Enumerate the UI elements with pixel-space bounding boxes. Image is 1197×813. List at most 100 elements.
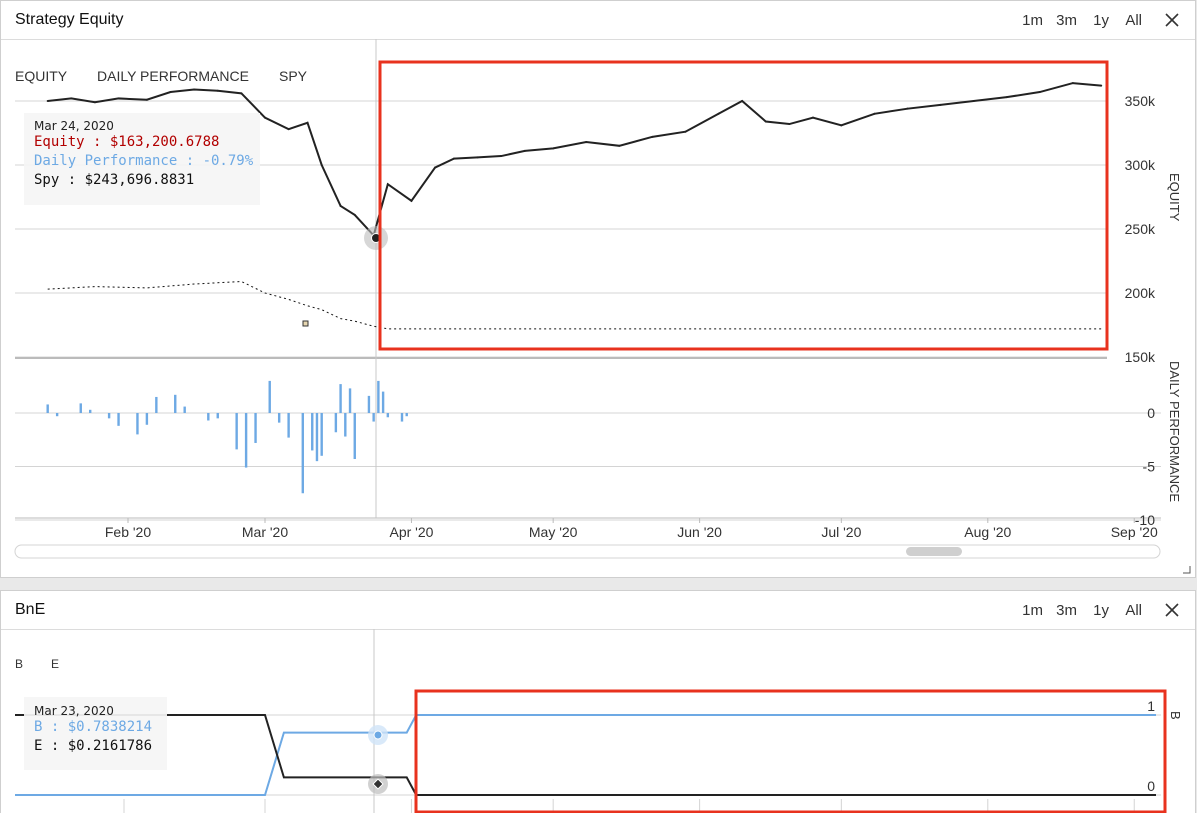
equity-point <box>684 130 687 133</box>
daily-performance-bar <box>277 413 281 423</box>
daily-performance-bar <box>339 384 342 413</box>
range-3m-button[interactable]: 3m <box>1056 602 1077 619</box>
equity-point <box>434 166 437 169</box>
series-equity <box>47 82 1102 238</box>
equity-point <box>1071 82 1074 85</box>
tooltip-daily-performance: Daily Performance : -0.79% <box>34 153 254 169</box>
legend-e[interactable]: E <box>51 657 60 671</box>
daily-performance-bar <box>301 413 304 494</box>
equity-point <box>287 128 290 131</box>
close-icon[interactable] <box>1163 601 1181 619</box>
daily-performance-bar <box>79 403 82 413</box>
equity-point <box>70 97 73 100</box>
equity-point <box>741 100 744 102</box>
daily-performance-bar <box>372 413 375 422</box>
daily-performance-bar <box>107 413 111 419</box>
legend-b[interactable]: B <box>15 657 24 671</box>
equity-point <box>1005 96 1008 99</box>
equity-point <box>145 98 148 101</box>
legend-daily-performance[interactable]: DAILY PERFORMANCE <box>97 68 249 84</box>
y-axis-label-equity: EQUITY <box>1167 173 1182 222</box>
daily-performance-bar <box>348 388 352 413</box>
equity-point <box>320 164 323 166</box>
series-b <box>15 714 1156 796</box>
scrollbar-thumb[interactable] <box>906 547 962 556</box>
hover-point-b <box>373 730 383 740</box>
daily-performance-bar <box>400 413 404 422</box>
equity-point <box>353 213 356 216</box>
tooltip-date: Mar 24, 2020 <box>34 119 114 133</box>
daily-performance-bar <box>268 380 271 413</box>
chart-tooltip: Mar 23, 2020 B : $0.7838214 E : $0.21617… <box>24 697 167 770</box>
equity-point <box>717 112 720 115</box>
x-tick-label: Aug '20 <box>964 524 1011 540</box>
equity-point <box>410 199 413 202</box>
x-tick-label: Jun '20 <box>677 524 722 540</box>
equity-chart: 150k 200k 250k 300k 350k 0 -5 -10 EQUITY DAILY PE… <box>14 39 1182 559</box>
daily-performance-bar <box>405 413 408 417</box>
equity-point <box>523 149 526 152</box>
y-tick-label-equity: 300k <box>1125 157 1156 173</box>
x-tick-label: Jul '20 <box>821 524 861 540</box>
daily-performance-bar <box>311 413 314 451</box>
equity-point <box>906 107 909 110</box>
range-1y-button[interactable]: 1y <box>1093 12 1109 29</box>
y-tick-label-daily: -10 <box>1135 512 1155 528</box>
equity-point <box>306 121 309 124</box>
y-axis-label: B <box>1168 711 1183 720</box>
close-icon[interactable] <box>1163 11 1181 29</box>
equity-point <box>476 156 479 159</box>
equity-point <box>240 92 243 95</box>
tooltip-b: B : $0.7838214 <box>34 719 153 735</box>
daily-performance-bar <box>235 413 238 450</box>
range-1y-button[interactable]: 1y <box>1093 602 1109 619</box>
range-3m-button[interactable]: 3m <box>1056 12 1077 29</box>
daily-performance-bar <box>89 409 92 413</box>
range-1m-button[interactable]: 1m <box>1022 602 1043 619</box>
daily-performance-bar <box>320 413 323 456</box>
tooltip-e: E : $0.2161786 <box>34 738 153 754</box>
bne-panel: BnE 1m 3m 1y All 1 0 B B E Mar 23, 2020 B … <box>0 590 1196 813</box>
equity-point <box>193 88 196 91</box>
chart-tooltip: Mar 24, 2020 Equity : $163,200.6788 Dail… <box>24 113 260 205</box>
tooltip-spy: Spy : $243,696.8831 <box>34 172 195 188</box>
y-tick-label-daily: 0 <box>1147 405 1155 421</box>
equity-point <box>764 120 767 123</box>
y-tick-label-daily: -5 <box>1143 459 1156 475</box>
daily-performance-bar <box>377 380 380 413</box>
equity-point <box>873 112 876 115</box>
resize-handle-icon[interactable] <box>1183 561 1191 574</box>
daily-performance-bar <box>174 394 177 413</box>
daily-performance-bar <box>207 413 210 421</box>
x-tick-label: Mar '20 <box>242 524 288 540</box>
daily-performance-bar <box>353 413 356 460</box>
equity-point <box>169 91 172 94</box>
equity-point <box>939 103 942 106</box>
panel-title: Strategy Equity <box>15 11 124 28</box>
range-1m-button[interactable]: 1m <box>1022 12 1043 29</box>
x-tick-label: Sep '20 <box>1111 524 1158 540</box>
range-all-button[interactable]: All <box>1125 12 1142 29</box>
y-axis-label-daily: DAILY PERFORMANCE <box>1167 361 1182 502</box>
y-tick-label-equity: 350k <box>1125 93 1156 109</box>
equity-point <box>618 144 621 147</box>
daily-performance-bar <box>334 413 338 433</box>
range-all-button[interactable]: All <box>1125 602 1142 619</box>
daily-performance-bar <box>315 413 319 462</box>
daily-performance-bar <box>155 396 158 413</box>
daily-performance-bar <box>386 413 390 418</box>
daily-performance-bar <box>287 413 290 438</box>
hover-point-e <box>372 778 384 790</box>
daily-performance-bar <box>216 413 219 419</box>
equity-point <box>840 124 843 127</box>
daily-performance-bar <box>55 413 59 417</box>
legend-equity[interactable]: EQUITY <box>15 68 68 84</box>
equity-point <box>452 157 455 160</box>
equity-point <box>93 101 96 104</box>
bne-chart: 1 0 B <box>15 629 1183 813</box>
equity-point <box>972 100 975 102</box>
panel-title: BnE <box>15 601 46 618</box>
equity-point <box>552 147 555 150</box>
legend-spy[interactable]: SPY <box>279 68 308 84</box>
y-tick-label: 1 <box>1147 698 1155 714</box>
